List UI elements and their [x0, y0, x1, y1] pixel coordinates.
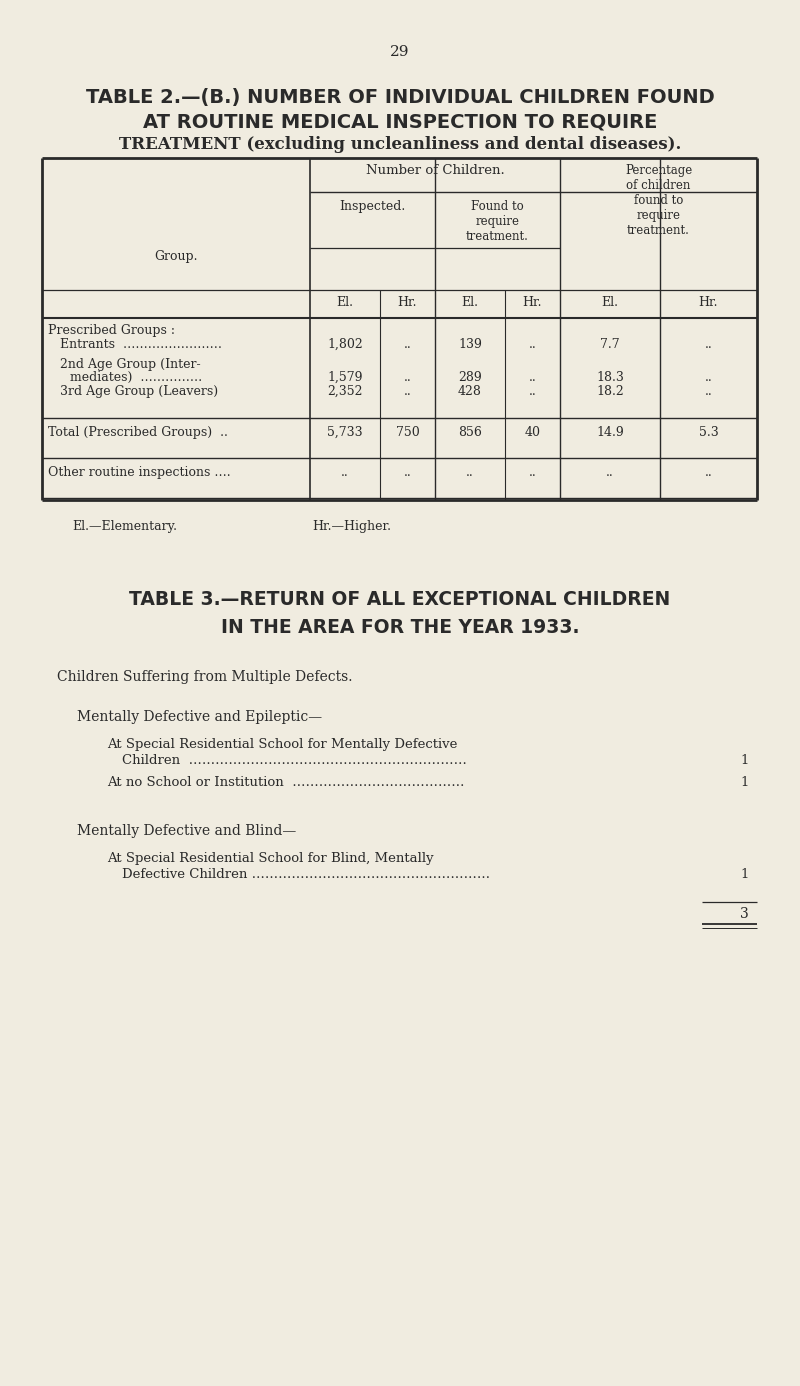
Text: ..: .. [529, 385, 536, 398]
Text: ..: .. [466, 466, 474, 480]
Text: Hr.: Hr. [698, 297, 718, 309]
Text: TABLE 3.—RETURN OF ALL EXCEPTIONAL CHILDREN: TABLE 3.—RETURN OF ALL EXCEPTIONAL CHILD… [130, 590, 670, 608]
Text: 856: 856 [458, 426, 482, 439]
Text: ..: .. [404, 385, 411, 398]
Text: AT ROUTINE MEDICAL INSPECTION TO REQUIRE: AT ROUTINE MEDICAL INSPECTION TO REQUIRE [143, 112, 657, 132]
Text: 2,352: 2,352 [327, 385, 362, 398]
Text: 1,579: 1,579 [327, 371, 362, 384]
Text: 7.7: 7.7 [600, 338, 620, 351]
Text: IN THE AREA FOR THE YEAR 1933.: IN THE AREA FOR THE YEAR 1933. [221, 618, 579, 638]
Text: El.: El. [337, 297, 354, 309]
Text: Mentally Defective and Blind—: Mentally Defective and Blind— [77, 825, 296, 839]
Text: 3: 3 [740, 906, 749, 922]
Text: ..: .. [404, 466, 411, 480]
Text: TREATMENT (excluding uncleanliness and dental diseases).: TREATMENT (excluding uncleanliness and d… [119, 136, 681, 152]
Text: 18.3: 18.3 [596, 371, 624, 384]
Text: 289: 289 [458, 371, 482, 384]
Text: Hr.: Hr. [522, 297, 542, 309]
Text: ..: .. [529, 466, 536, 480]
Text: Total (Prescribed Groups)  ..: Total (Prescribed Groups) .. [48, 426, 228, 439]
Text: 14.9: 14.9 [596, 426, 624, 439]
Text: Hr.—Higher.: Hr.—Higher. [312, 520, 391, 534]
Text: El.—Elementary.: El.—Elementary. [72, 520, 177, 534]
Text: 5.3: 5.3 [698, 426, 718, 439]
Text: ..: .. [341, 466, 349, 480]
Text: 18.2: 18.2 [596, 385, 624, 398]
Text: Number of Children.: Number of Children. [366, 164, 504, 177]
Text: Children  ………………………………………………………: Children ……………………………………………………… [122, 754, 467, 766]
Text: 3rd Age Group (Leavers): 3rd Age Group (Leavers) [60, 385, 218, 398]
Text: ..: .. [529, 338, 536, 351]
Text: 5,733: 5,733 [327, 426, 363, 439]
Text: ..: .. [404, 338, 411, 351]
Text: 1: 1 [741, 776, 749, 789]
Text: Entrants  ……………………: Entrants …………………… [60, 338, 222, 351]
Text: Other routine inspections ….: Other routine inspections …. [48, 466, 230, 480]
Text: Prescribed Groups :: Prescribed Groups : [48, 324, 175, 337]
Text: Percentage
of children
found to
require
treatment.: Percentage of children found to require … [625, 164, 692, 237]
Text: Inspected.: Inspected. [339, 200, 406, 213]
Text: El.: El. [602, 297, 618, 309]
Text: Hr.: Hr. [398, 297, 418, 309]
Text: ..: .. [705, 371, 712, 384]
Text: 1,802: 1,802 [327, 338, 363, 351]
Text: 1: 1 [741, 754, 749, 766]
Text: 428: 428 [458, 385, 482, 398]
Text: 2nd Age Group (Inter-: 2nd Age Group (Inter- [60, 358, 201, 371]
Text: Found to
require
treatment.: Found to require treatment. [466, 200, 529, 243]
Text: Mentally Defective and Epileptic—: Mentally Defective and Epileptic— [77, 710, 322, 723]
Text: ..: .. [404, 371, 411, 384]
Text: 139: 139 [458, 338, 482, 351]
Text: ..: .. [529, 371, 536, 384]
Text: At Special Residential School for Mentally Defective: At Special Residential School for Mental… [107, 737, 458, 751]
Text: ..: .. [606, 466, 614, 480]
Text: ..: .. [705, 385, 712, 398]
Text: 750: 750 [396, 426, 419, 439]
Text: 29: 29 [390, 44, 410, 60]
Text: El.: El. [462, 297, 478, 309]
Text: ..: .. [705, 338, 712, 351]
Text: 40: 40 [525, 426, 541, 439]
Text: ..: .. [705, 466, 712, 480]
Text: TABLE 2.—(B.) NUMBER OF INDIVIDUAL CHILDREN FOUND: TABLE 2.—(B.) NUMBER OF INDIVIDUAL CHILD… [86, 87, 714, 107]
Text: 1: 1 [741, 868, 749, 881]
Text: Children Suffering from Multiple Defects.: Children Suffering from Multiple Defects… [57, 669, 353, 685]
Text: Defective Children ………………………………………………: Defective Children ……………………………………………… [122, 868, 490, 881]
Text: mediates)  ……………: mediates) …………… [70, 371, 202, 384]
Text: At Special Residential School for Blind, Mentally: At Special Residential School for Blind,… [107, 852, 434, 865]
Text: Group.: Group. [154, 249, 198, 263]
Text: At no School or Institution  …………………………………: At no School or Institution ………………………………… [107, 776, 465, 789]
